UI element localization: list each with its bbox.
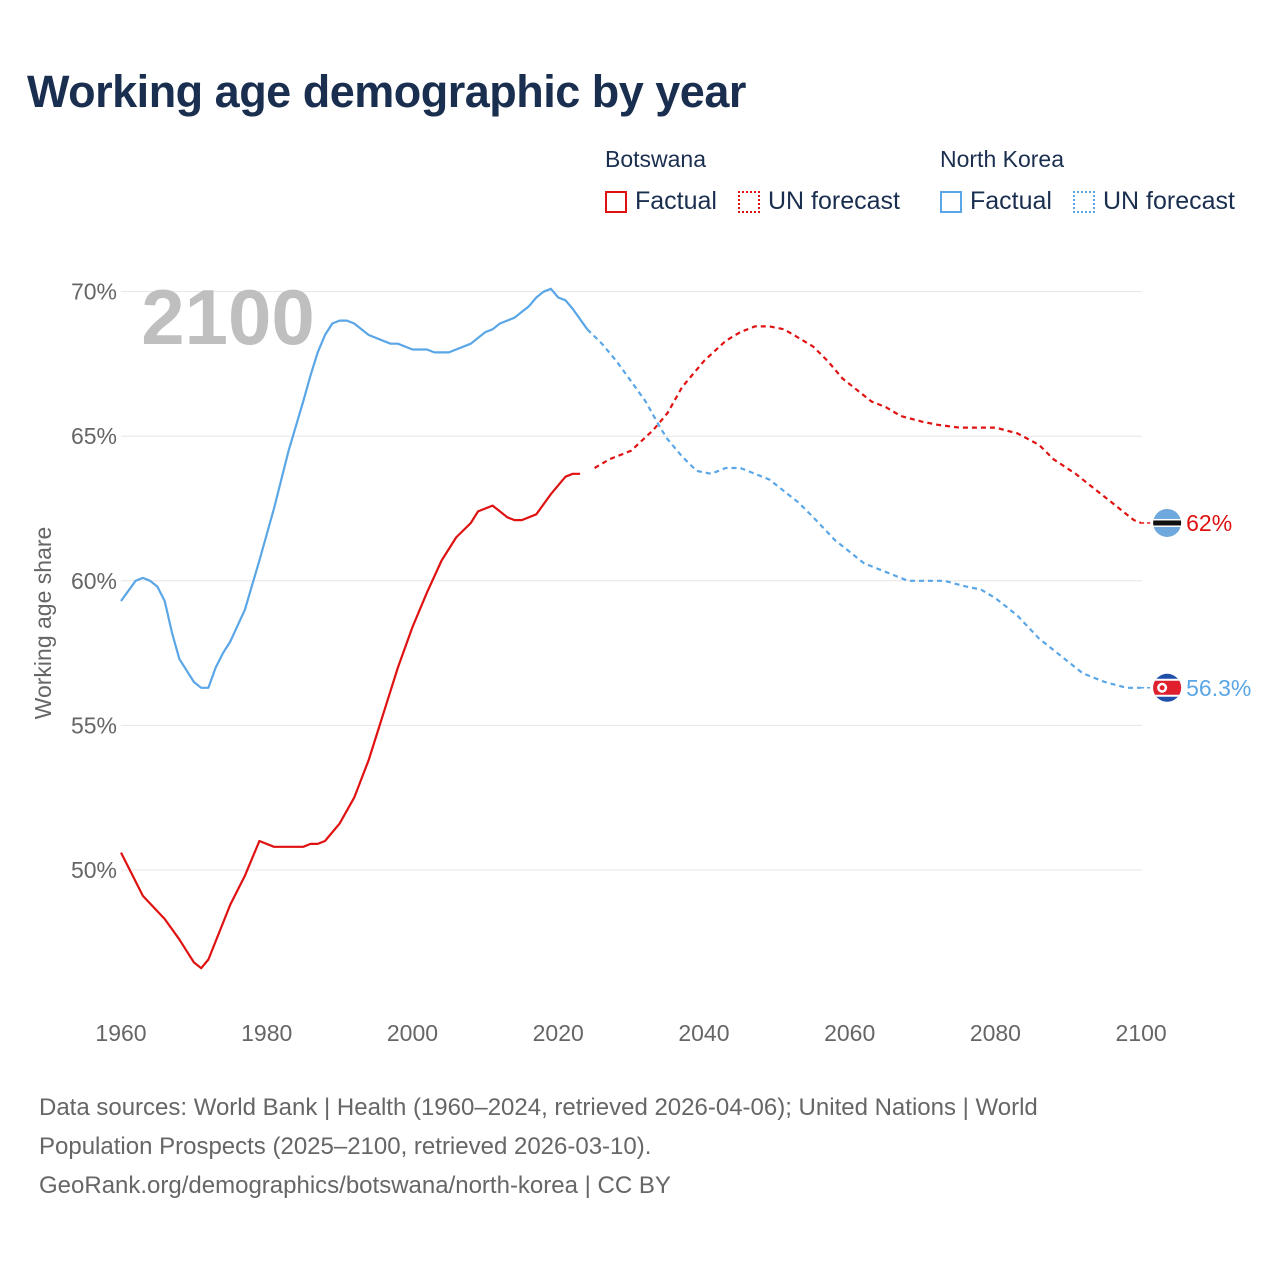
north-korea-end-label: 56.3% <box>1186 675 1251 701</box>
legend-botswana-forecast[interactable]: UN forecast <box>738 187 900 216</box>
x-tick-label: 1980 <box>241 1020 292 1046</box>
line-chart: 50% 55% 60% 65% 70% 1960 1980 2000 2020 2040 2060 2… <box>30 273 1251 1046</box>
legend-label: Factual <box>970 187 1052 215</box>
y-tick-label: 65% <box>71 423 117 449</box>
north-korea-forecast-line <box>586 328 1142 689</box>
botswana-flag-icon <box>1153 508 1182 537</box>
legend-north-korea-forecast[interactable]: UN forecast <box>1073 187 1235 216</box>
north-korea-factual-line <box>120 287 589 689</box>
legend-group-botswana: Botswana <box>605 146 707 172</box>
legend-label: UN forecast <box>768 187 900 215</box>
legend-dotted-swatch <box>1073 190 1095 213</box>
y-tick-label: 70% <box>71 279 117 305</box>
x-tick-label: 2080 <box>970 1020 1021 1046</box>
chart-title: Working age demographic by year <box>27 66 746 117</box>
legend-dotted-swatch <box>738 190 760 213</box>
botswana-forecast-line <box>594 325 1142 525</box>
north-korea-flag-icon <box>1153 673 1182 702</box>
x-tick-label: 2100 <box>1116 1020 1167 1046</box>
y-tick-label: 50% <box>71 857 117 883</box>
legend-north-korea-factual[interactable]: Factual <box>940 187 1052 216</box>
legend-group-north-korea: North Korea <box>940 146 1065 172</box>
legend-solid-swatch <box>940 190 962 213</box>
y-axis-title: Working age share <box>30 527 56 720</box>
botswana-factual-line <box>120 472 581 970</box>
year-watermark: 2100 <box>141 273 315 361</box>
footer: Data sources: World Bank | Health (1960–… <box>39 1088 1239 1205</box>
x-tick-label: 2020 <box>533 1020 584 1046</box>
x-tick-label: 2040 <box>678 1020 729 1046</box>
legend-solid-swatch <box>605 190 627 213</box>
botswana-end-label: 62% <box>1186 510 1232 536</box>
legend-botswana-factual[interactable]: Factual <box>605 187 717 216</box>
footer-sources-line2: Population Prospects (2025–2100, retriev… <box>39 1133 652 1160</box>
footer-attribution[interactable]: GeoRank.org/demographics/botswana/north-… <box>39 1172 671 1199</box>
x-tick-label: 2000 <box>387 1020 438 1046</box>
footer-sources-line1: Data sources: World Bank | Health (1960–… <box>39 1094 1038 1121</box>
x-tick-label: 1960 <box>95 1020 146 1046</box>
x-tick-label: 2060 <box>824 1020 875 1046</box>
y-tick-label: 55% <box>71 712 117 738</box>
y-tick-label: 60% <box>71 568 117 594</box>
legend-label: UN forecast <box>1103 187 1235 215</box>
legend-label: Factual <box>635 187 717 215</box>
